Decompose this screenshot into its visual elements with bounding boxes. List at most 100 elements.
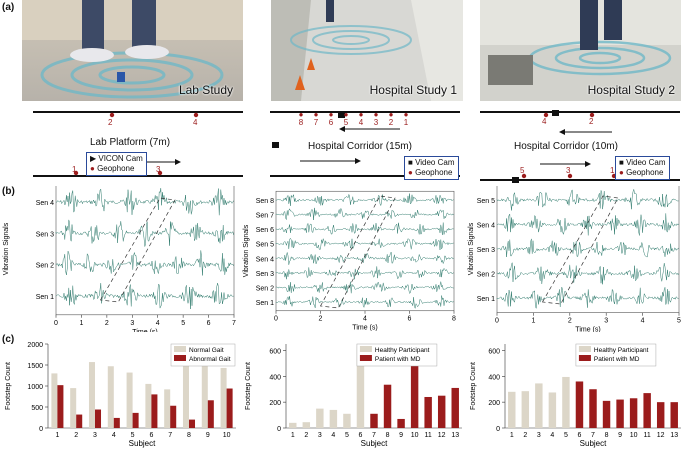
signal-trace bbox=[496, 238, 679, 258]
bar-subject bbox=[629, 398, 638, 428]
sensor-label: Sen 2 bbox=[36, 263, 54, 270]
x-tick-label: 9 bbox=[399, 432, 403, 439]
y-tick-label: 400 bbox=[269, 374, 281, 381]
h2-sensor-3 bbox=[567, 173, 573, 179]
x-axis-label: Subject bbox=[580, 439, 607, 448]
sensor-label: Sen 4 bbox=[477, 223, 495, 230]
h2-cam-bottom bbox=[512, 177, 519, 183]
signal-trace bbox=[275, 251, 454, 265]
x-tick-label: 12 bbox=[657, 432, 665, 439]
legend-geophone: Geophone bbox=[415, 168, 453, 177]
bar-abnormal-gait bbox=[57, 385, 64, 428]
x-tick-label: 5 bbox=[345, 432, 349, 439]
x-tick-label: 6 bbox=[578, 432, 582, 439]
y-tick-label: 0 bbox=[39, 426, 43, 433]
x-tick-label: 0 bbox=[274, 316, 278, 323]
x-axis-label: Time (s) bbox=[575, 327, 600, 332]
y-axis-label: Footstep Count bbox=[245, 362, 252, 410]
x-axis-label: Time (s) bbox=[132, 329, 157, 332]
h1-cam-left bbox=[272, 142, 279, 148]
sensor-label: Sen 6 bbox=[256, 227, 274, 234]
legend-box bbox=[356, 343, 438, 367]
layout-diagrams bbox=[33, 110, 680, 183]
h1-sensor-row: ● 8 ● 7 ● 6 ● 5 ● 4 ● 3 ● 2 ● 1 bbox=[296, 111, 426, 132]
footstep-trajectory-outline bbox=[99, 197, 176, 303]
y-tick-label: 400 bbox=[488, 374, 500, 381]
legend-box bbox=[170, 343, 236, 367]
y-tick-label: 200 bbox=[269, 400, 281, 407]
bar-abnormal-gait bbox=[226, 388, 233, 428]
sensor-label: Sen 3 bbox=[477, 247, 495, 254]
y-axis-label: Vibration Signals bbox=[468, 222, 475, 275]
sensor-label: Sen 3 bbox=[36, 231, 54, 238]
camera-icon: ▶ bbox=[90, 154, 99, 163]
x-tick-label: 7 bbox=[372, 432, 376, 439]
bar-abnormal-gait bbox=[76, 414, 83, 428]
bar-subject bbox=[643, 393, 651, 428]
lab-top-sensor-label: 2 bbox=[108, 118, 113, 127]
h2-cam-top bbox=[552, 110, 559, 116]
lab-study-title: Lab Study bbox=[178, 83, 233, 97]
h1-legend: ■ Video Cam ● Geophone bbox=[404, 156, 459, 180]
bar-normal-gait bbox=[201, 363, 208, 428]
h1-cam-top bbox=[338, 112, 345, 118]
y-axis-label: Footstep Count bbox=[470, 362, 477, 410]
bar-normal-gait bbox=[107, 366, 114, 428]
y-tick-label: 600 bbox=[488, 348, 500, 355]
x-tick-label: 1 bbox=[510, 432, 514, 439]
bar-normal-gait bbox=[51, 373, 58, 428]
sensor-label: Sen 3 bbox=[256, 271, 274, 278]
sensor-label: Sen 1 bbox=[477, 296, 495, 303]
x-tick-label: 3 bbox=[130, 320, 134, 327]
lab-study-photo: Lab Study bbox=[22, 0, 243, 101]
camera-icon: ■ bbox=[408, 158, 416, 167]
legend-camera: Video Cam bbox=[626, 158, 666, 167]
x-tick-label: 4 bbox=[641, 318, 645, 325]
legend-swatch bbox=[578, 346, 591, 352]
signal-trace bbox=[496, 213, 679, 236]
hospital-study-1-title: Hospital Study 1 bbox=[369, 83, 457, 97]
legend-swatch bbox=[174, 346, 186, 352]
x-tick-label: 10 bbox=[630, 432, 638, 439]
h2-sensor-2 bbox=[589, 112, 595, 118]
bar-subject bbox=[562, 376, 570, 428]
geophone-dot-icon: ● bbox=[619, 168, 627, 177]
bar-subject bbox=[589, 389, 597, 428]
bar-chart-lab: 0 500 1000 1500 2000 1 2 3 4 5 6 7 8 9 10 Subject Footst… bbox=[5, 342, 236, 448]
footstep-trajectory-outline bbox=[319, 195, 396, 309]
h1-platform-label: Hospital Corridor (15m) bbox=[308, 141, 412, 152]
sensor-label: Sen 1 bbox=[256, 300, 274, 307]
h1-sensor: ● 4 bbox=[356, 111, 366, 128]
x-tick-label: 1 bbox=[55, 432, 59, 439]
bar-subject bbox=[370, 413, 378, 428]
y-tick-label: 600 bbox=[269, 348, 281, 355]
x-tick-label: 2 bbox=[523, 432, 527, 439]
h1-sensor-label: 2 bbox=[388, 118, 394, 127]
signal-panel-hospital2: Sen 5 Sen 4 Sen 3 Sen 2 Sen 1 0 1 2 3 4 5 Time (s) V… bbox=[468, 186, 681, 332]
x-tick-label: 5 bbox=[131, 432, 135, 439]
x-tick-label: 6 bbox=[207, 320, 211, 327]
legend-camera: VICON Cam bbox=[98, 154, 143, 163]
sensor-label: Sen 8 bbox=[256, 198, 274, 205]
lab-sensor-3 bbox=[157, 170, 163, 176]
bar-abnormal-gait bbox=[170, 405, 177, 428]
geophone-dot-icon: ● bbox=[90, 164, 98, 173]
panel-label-a: (a) bbox=[2, 2, 15, 13]
h1-sensor-label: 7 bbox=[313, 118, 319, 127]
x-tick-label: 7 bbox=[168, 432, 172, 439]
x-tick-label: 3 bbox=[604, 318, 608, 325]
x-tick-label: 7 bbox=[232, 320, 236, 327]
legend-label: Healthy Participant bbox=[375, 347, 430, 354]
x-tick-label: 6 bbox=[359, 432, 363, 439]
lab-bottom-sensor-label: 3 bbox=[156, 165, 161, 174]
x-tick-label: 13 bbox=[670, 432, 678, 439]
bar-subject bbox=[302, 422, 311, 428]
x-tick-label: 12 bbox=[438, 432, 446, 439]
bar-subject bbox=[670, 402, 678, 428]
h2-legend: ■ Video Cam ● Geophone bbox=[615, 156, 670, 180]
signal-frame bbox=[275, 190, 455, 312]
signal-frame bbox=[55, 186, 235, 316]
y-tick-label: 500 bbox=[31, 405, 43, 412]
bar-subject bbox=[508, 391, 516, 428]
signal-trace bbox=[55, 187, 234, 216]
